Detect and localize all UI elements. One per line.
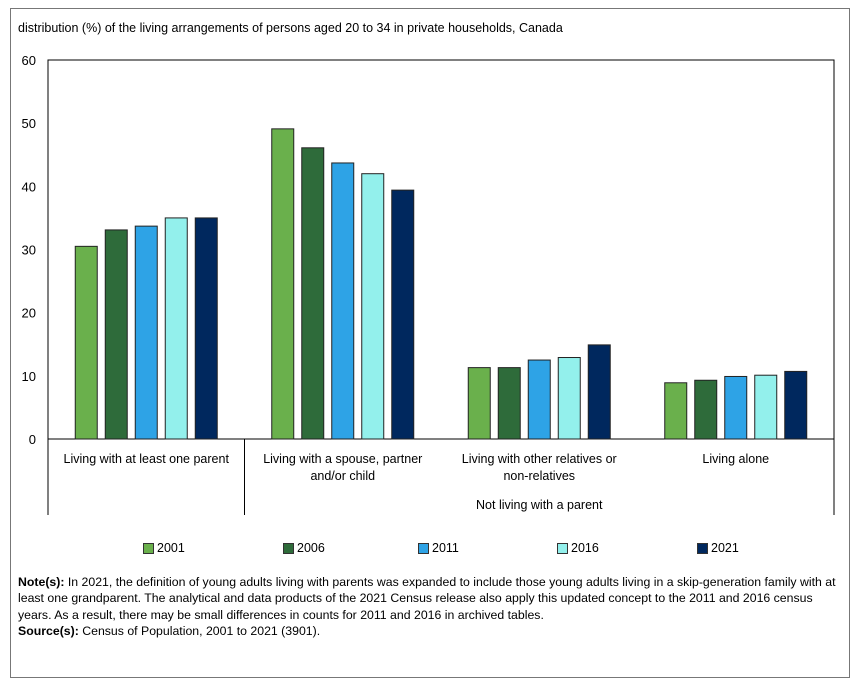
bar-2016-0 [164, 217, 188, 440]
legend-swatch [697, 542, 708, 554]
legend-label: 2016 [571, 541, 599, 555]
note-label: Note(s): [18, 575, 65, 589]
legend-item-2006: 2006 [283, 541, 325, 555]
legend-item-2011: 2011 [418, 541, 459, 555]
legend-label: 2021 [711, 541, 739, 555]
category-label: Living alone [702, 452, 769, 466]
legend-item-2016: 2016 [557, 541, 599, 555]
bar-2016-2 [557, 357, 581, 440]
legend-item-2001: 2001 [143, 541, 185, 555]
bar-2016-3 [754, 374, 778, 440]
bar-2006-0 [104, 229, 128, 440]
bar-2001-3 [664, 382, 688, 440]
bar-2001-1 [271, 128, 295, 440]
bar-2016-1 [361, 173, 385, 440]
y-tick-label: 40 [22, 179, 36, 194]
source-label: Source(s): [18, 623, 79, 638]
y-tick-label: 20 [22, 306, 36, 321]
notes: Note(s): In 2021, the definition of youn… [18, 574, 838, 639]
bar-2006-1 [301, 147, 325, 440]
legend-swatch [283, 542, 294, 554]
legend-label: 2001 [157, 541, 185, 555]
y-tick-label: 10 [22, 369, 36, 384]
bar-2021-3 [784, 370, 808, 440]
legend-swatch [143, 542, 154, 554]
category-label: Living with other relatives or [462, 452, 617, 466]
category-label: Living with at least one parent [64, 452, 230, 466]
legend-label: 2011 [432, 541, 459, 555]
legend-label: 2006 [297, 541, 325, 555]
bar-2006-2 [497, 367, 521, 440]
legend-item-2021: 2021 [697, 541, 739, 555]
y-tick-label: 50 [22, 116, 36, 131]
bar-2011-3 [724, 375, 748, 440]
source-text: Census of Population, 2001 to 2021 (3901… [78, 623, 321, 638]
category-label: and/or child [310, 469, 375, 483]
figure-border [10, 8, 850, 678]
bar-2021-0 [194, 217, 218, 440]
legend-swatch [557, 542, 568, 554]
y-tick-label: 0 [29, 432, 36, 447]
y-tick-label: 30 [22, 243, 36, 258]
bar-chart: 0 10 20 30 40 50 60 Living with at least one pa… [22, 53, 835, 515]
category-label: non-relatives [503, 469, 575, 483]
bar-2001-2 [467, 367, 491, 440]
bar-2021-1 [391, 189, 415, 440]
source: Source(s): Census of Population, 2001 to… [18, 623, 838, 639]
legend-swatch [418, 542, 429, 554]
category-label: Living with a spouse, partner [263, 452, 422, 466]
group-label: Not living with a parent [476, 498, 603, 512]
chart-title: distribution (%) of the living arrangeme… [18, 21, 563, 35]
legend: 2001 2006 2011 2016 2021 [0, 541, 861, 559]
note: Note(s): In 2021, the definition of youn… [18, 574, 838, 623]
bar-2001-0 [74, 245, 98, 440]
y-tick-label: 60 [22, 53, 36, 68]
bar-2011-1 [331, 162, 355, 440]
bar-2011-0 [134, 225, 158, 440]
bar-2021-2 [587, 344, 611, 440]
bar-2006-3 [694, 379, 718, 440]
note-text: In 2021, the definition of young adults … [18, 575, 836, 622]
bar-2011-2 [527, 359, 551, 440]
plot-area [47, 59, 835, 440]
